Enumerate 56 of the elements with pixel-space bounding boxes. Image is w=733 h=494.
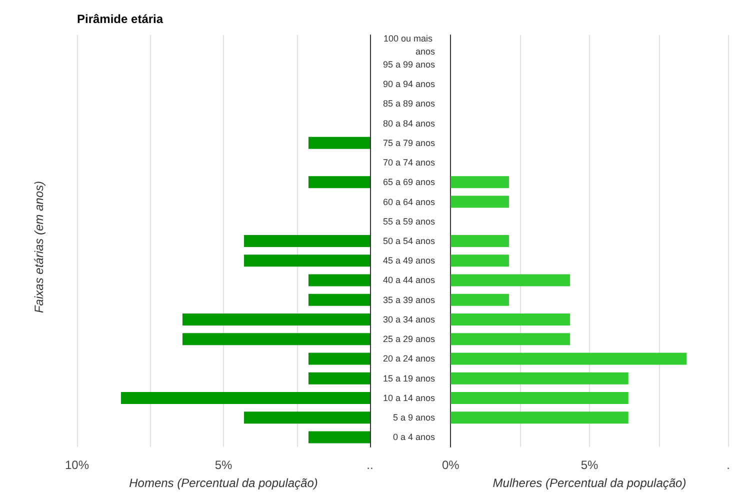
y-tick-label: 35 a 39 anos	[382, 294, 436, 305]
bar	[244, 254, 370, 267]
bar	[244, 235, 370, 247]
y-tick-label: 90 a 94 anos	[382, 79, 436, 90]
y-axis-title: Faixas etárias (em anos)	[32, 180, 46, 314]
bar	[308, 294, 370, 306]
bar	[450, 352, 687, 365]
y-tick-label: 10 a 14 anos	[382, 392, 436, 403]
bar	[450, 313, 570, 326]
y-tick-label: 95 a 99 anos	[382, 59, 436, 70]
bar	[182, 313, 370, 326]
bar	[244, 412, 370, 424]
bar	[450, 294, 509, 306]
y-tick-label: 50 a 54 anos	[382, 236, 436, 246]
x-tick-label: ..	[366, 458, 374, 472]
y-tick-label: 60 a 64 anos	[382, 196, 436, 207]
y-tick-label: 15 a 19 anos	[382, 373, 436, 384]
bar	[308, 431, 370, 444]
bar	[450, 333, 570, 346]
x-axis-title: Homens (Percentual da população)	[129, 476, 318, 490]
y-tick-label: 80 a 84 anos	[382, 118, 436, 128]
bar	[182, 333, 370, 346]
bar	[450, 196, 509, 208]
bar	[450, 235, 509, 247]
y-tick-label: 45 a 49 anos	[382, 256, 436, 266]
y-tick-label: 70 a 74 anos	[382, 158, 436, 168]
y-tick-label: 40 a 44 anos	[382, 275, 436, 286]
x-tick-label: 5%	[214, 458, 232, 472]
chart-title: Pirâmide etária	[77, 12, 164, 26]
x-tick-label: .	[726, 458, 730, 472]
y-tick-label: 0 a 4 anos	[392, 432, 436, 442]
x-tick-label: 5%	[580, 458, 599, 472]
bar	[120, 392, 370, 404]
x-axis-title: Mulheres (Percentual da população)	[492, 476, 686, 490]
bar	[308, 352, 370, 365]
x-tick-label: 10%	[64, 458, 90, 472]
bar	[308, 176, 370, 188]
y-tick-label: 5 a 9 anos	[392, 412, 436, 423]
bar	[450, 254, 509, 267]
y-tick-label: 55 a 59 anos	[382, 216, 436, 226]
y-tick-label: 75 a 79 anos	[382, 138, 436, 148]
y-tick-label: 65 a 69 anos	[382, 177, 436, 188]
bar	[308, 136, 370, 149]
y-tick-label: 20 a 24 anos	[382, 354, 436, 364]
bar	[308, 372, 370, 384]
bar	[450, 412, 628, 424]
bar	[308, 274, 370, 286]
bar	[450, 274, 570, 286]
bar	[450, 176, 509, 188]
x-tick-label: 0%	[442, 458, 460, 472]
y-tick-label: 30 a 34 anos	[382, 314, 436, 324]
y-tick-label: 85 a 89 anos	[382, 98, 436, 109]
y-tick-label: 25 a 29 anos	[382, 334, 436, 344]
bar	[450, 372, 628, 384]
y-tick-label: 100 ou mais anos	[383, 33, 436, 56]
bar	[450, 392, 628, 404]
